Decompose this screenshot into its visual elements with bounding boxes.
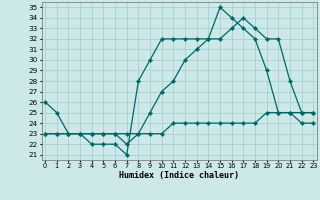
X-axis label: Humidex (Indice chaleur): Humidex (Indice chaleur) [119,171,239,180]
